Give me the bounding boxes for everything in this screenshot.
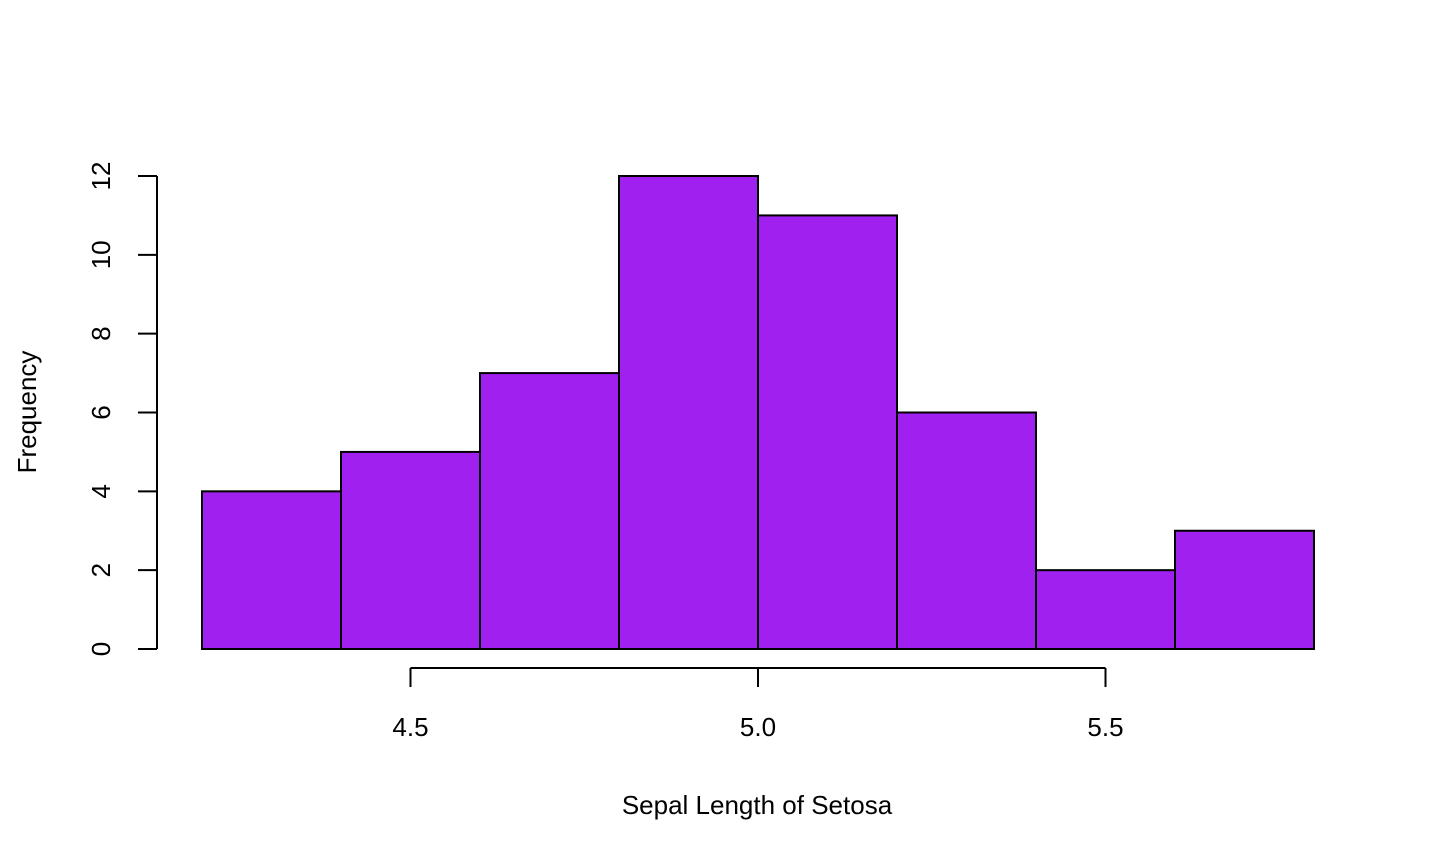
histogram-bar (618, 175, 759, 650)
x-tick-label: 4.5 (392, 712, 428, 742)
x-tick-label: 5.0 (740, 712, 776, 742)
y-tick-label: 10 (86, 240, 116, 269)
histogram-bars (201, 175, 1315, 651)
y-tick-label: 12 (86, 162, 116, 191)
y-tick-label: 0 (86, 642, 116, 656)
histogram-bar (479, 372, 620, 650)
histogram-bar (340, 450, 481, 650)
histogram-bar (201, 490, 342, 651)
y-tick-label: 6 (86, 405, 116, 419)
histogram-bar (1035, 569, 1176, 651)
histogram-bar (1174, 529, 1315, 650)
y-axis-title: Frequency (12, 351, 42, 474)
x-tick-label: 5.5 (1087, 712, 1123, 742)
x-axis-title: Sepal Length of Setosa (622, 790, 893, 820)
y-tick-label: 4 (86, 484, 116, 498)
histogram-bar (757, 214, 898, 651)
y-tick-label: 2 (86, 563, 116, 577)
y-axis: 0 2 4 6 8 10 12 (86, 162, 158, 656)
histogram-bar (896, 411, 1037, 650)
x-axis: 4.5 5.0 5.5 (392, 667, 1124, 742)
y-tick-label: 8 (86, 326, 116, 340)
